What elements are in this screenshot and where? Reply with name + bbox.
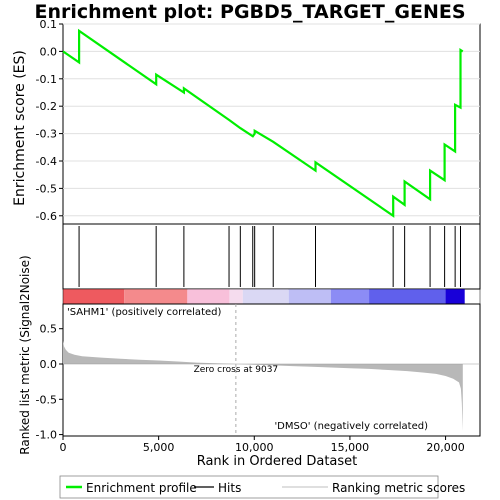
es-panel-frame [62, 23, 481, 225]
legend-label: Enrichment profile [86, 481, 197, 495]
legend-label: Ranking metric scores [332, 481, 465, 495]
hits-panel-frame [62, 223, 481, 290]
chart-title: Enrichment plot: PGBD5_TARGET_GENES [34, 1, 465, 23]
es-y-tick-label: 0.0 [40, 45, 58, 58]
rank-colorbar [62, 288, 481, 305]
legend: Enrichment profile Hits Ranking metric sco… [59, 475, 465, 499]
es-y-tick-label: -0.5 [36, 182, 57, 195]
metric-y-ticks: 0.5 0.0 -0.5 -1.0 [36, 323, 63, 442]
es-y-ticks: 0.1 0.0 -0.1 -0.2 -0.3 -0.4 -0.5 -0.6 [36, 18, 63, 223]
metric-y-tick-label: 0.5 [40, 323, 58, 336]
colorbar-segment [242, 289, 289, 304]
x-tick-label: 10,000 [235, 441, 274, 454]
metric-y-tick-label: 0.0 [40, 358, 58, 371]
colorbar-segment [288, 289, 331, 304]
ranking-metric-area [63, 340, 463, 432]
es-y-tick-label: -0.3 [36, 128, 57, 141]
colorbar-segment [187, 289, 230, 304]
hit-markers [78, 226, 461, 287]
colorbar-segment [124, 289, 188, 304]
legend-box [59, 475, 439, 499]
enrichment-profile-line [62, 28, 464, 218]
metric-y-axis-label: Ranked list metric (Signal2Noise) [18, 255, 32, 454]
hits-panel [62, 223, 481, 290]
metric-panel: Zero cross at 9037 'SAHM1' (positively c… [18, 255, 481, 469]
x-tick-label: 15,000 [331, 441, 370, 454]
negative-correlation-label: 'DMSO' (negatively correlated) [274, 421, 428, 432]
es-gridlines [63, 23, 480, 217]
x-tick-label: 0 [60, 441, 67, 454]
colorbar-segment [445, 289, 465, 304]
x-axis-label: Rank in Ordered Dataset [197, 454, 358, 469]
colorbar-segment [229, 289, 243, 304]
positive-correlation-label: 'SAHM1' (positively correlated) [67, 307, 221, 318]
metric-y-tick-label: -0.5 [36, 393, 57, 406]
metric-y-tick-label: -1.0 [36, 429, 57, 442]
colorbar-segment [330, 289, 370, 304]
es-y-tick-label: -0.2 [36, 100, 57, 113]
es-y-tick-label: 0.1 [40, 18, 58, 31]
x-ticks: 0 5,000 10,000 15,000 20,000 [60, 436, 465, 454]
es-y-tick-label: -0.1 [36, 73, 57, 86]
colorbar-segment [63, 289, 125, 304]
colorbar-segment [369, 289, 446, 304]
es-y-tick-label: -0.6 [36, 210, 57, 223]
x-tick-label: 5,000 [143, 441, 175, 454]
es-y-axis-label: Enrichment score (ES) [12, 50, 28, 206]
es-panel: 0.1 0.0 -0.1 -0.2 -0.3 -0.4 -0.5 -0.6 Enrichmen… [12, 18, 481, 225]
zero-cross-label: Zero cross at 9037 [194, 365, 279, 375]
x-tick-label: 20,000 [426, 441, 465, 454]
metric-panel-frame [62, 303, 481, 437]
es-y-tick-label: -0.4 [36, 155, 57, 168]
legend-label: Hits [218, 481, 241, 495]
